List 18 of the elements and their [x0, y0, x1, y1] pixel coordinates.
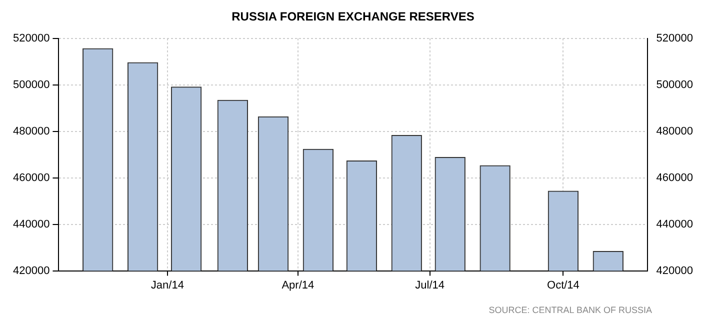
y2-tick-label: 520000 — [656, 32, 694, 44]
chart-title: RUSSIA FOREIGN EXCHANGE RESERVES — [232, 10, 474, 24]
y-tick-label: 460000 — [12, 172, 50, 184]
x-tick-label: Oct/14 — [547, 279, 580, 292]
y-tick-label: 480000 — [12, 125, 50, 138]
source-note: SOURCE: CENTRAL BANK OF RUSSIA — [488, 305, 652, 315]
y2-tick-label: 500000 — [656, 78, 694, 91]
y2-tick-label: 440000 — [656, 218, 694, 230]
x-tick-label: Jul/14 — [415, 279, 445, 292]
y-tick-label: 500000 — [12, 78, 50, 91]
y-tick-label: 440000 — [12, 218, 50, 230]
y2-tick-label: 460000 — [656, 172, 694, 184]
y2-tick-label: 480000 — [656, 125, 694, 138]
y-tick-label: 420000 — [12, 264, 50, 277]
y-tick-label: 520000 — [12, 32, 50, 44]
y2-tick-label: 420000 — [656, 264, 694, 277]
x-tick-label: Apr/14 — [282, 279, 314, 292]
x-tick-label: Jan/14 — [150, 279, 184, 292]
